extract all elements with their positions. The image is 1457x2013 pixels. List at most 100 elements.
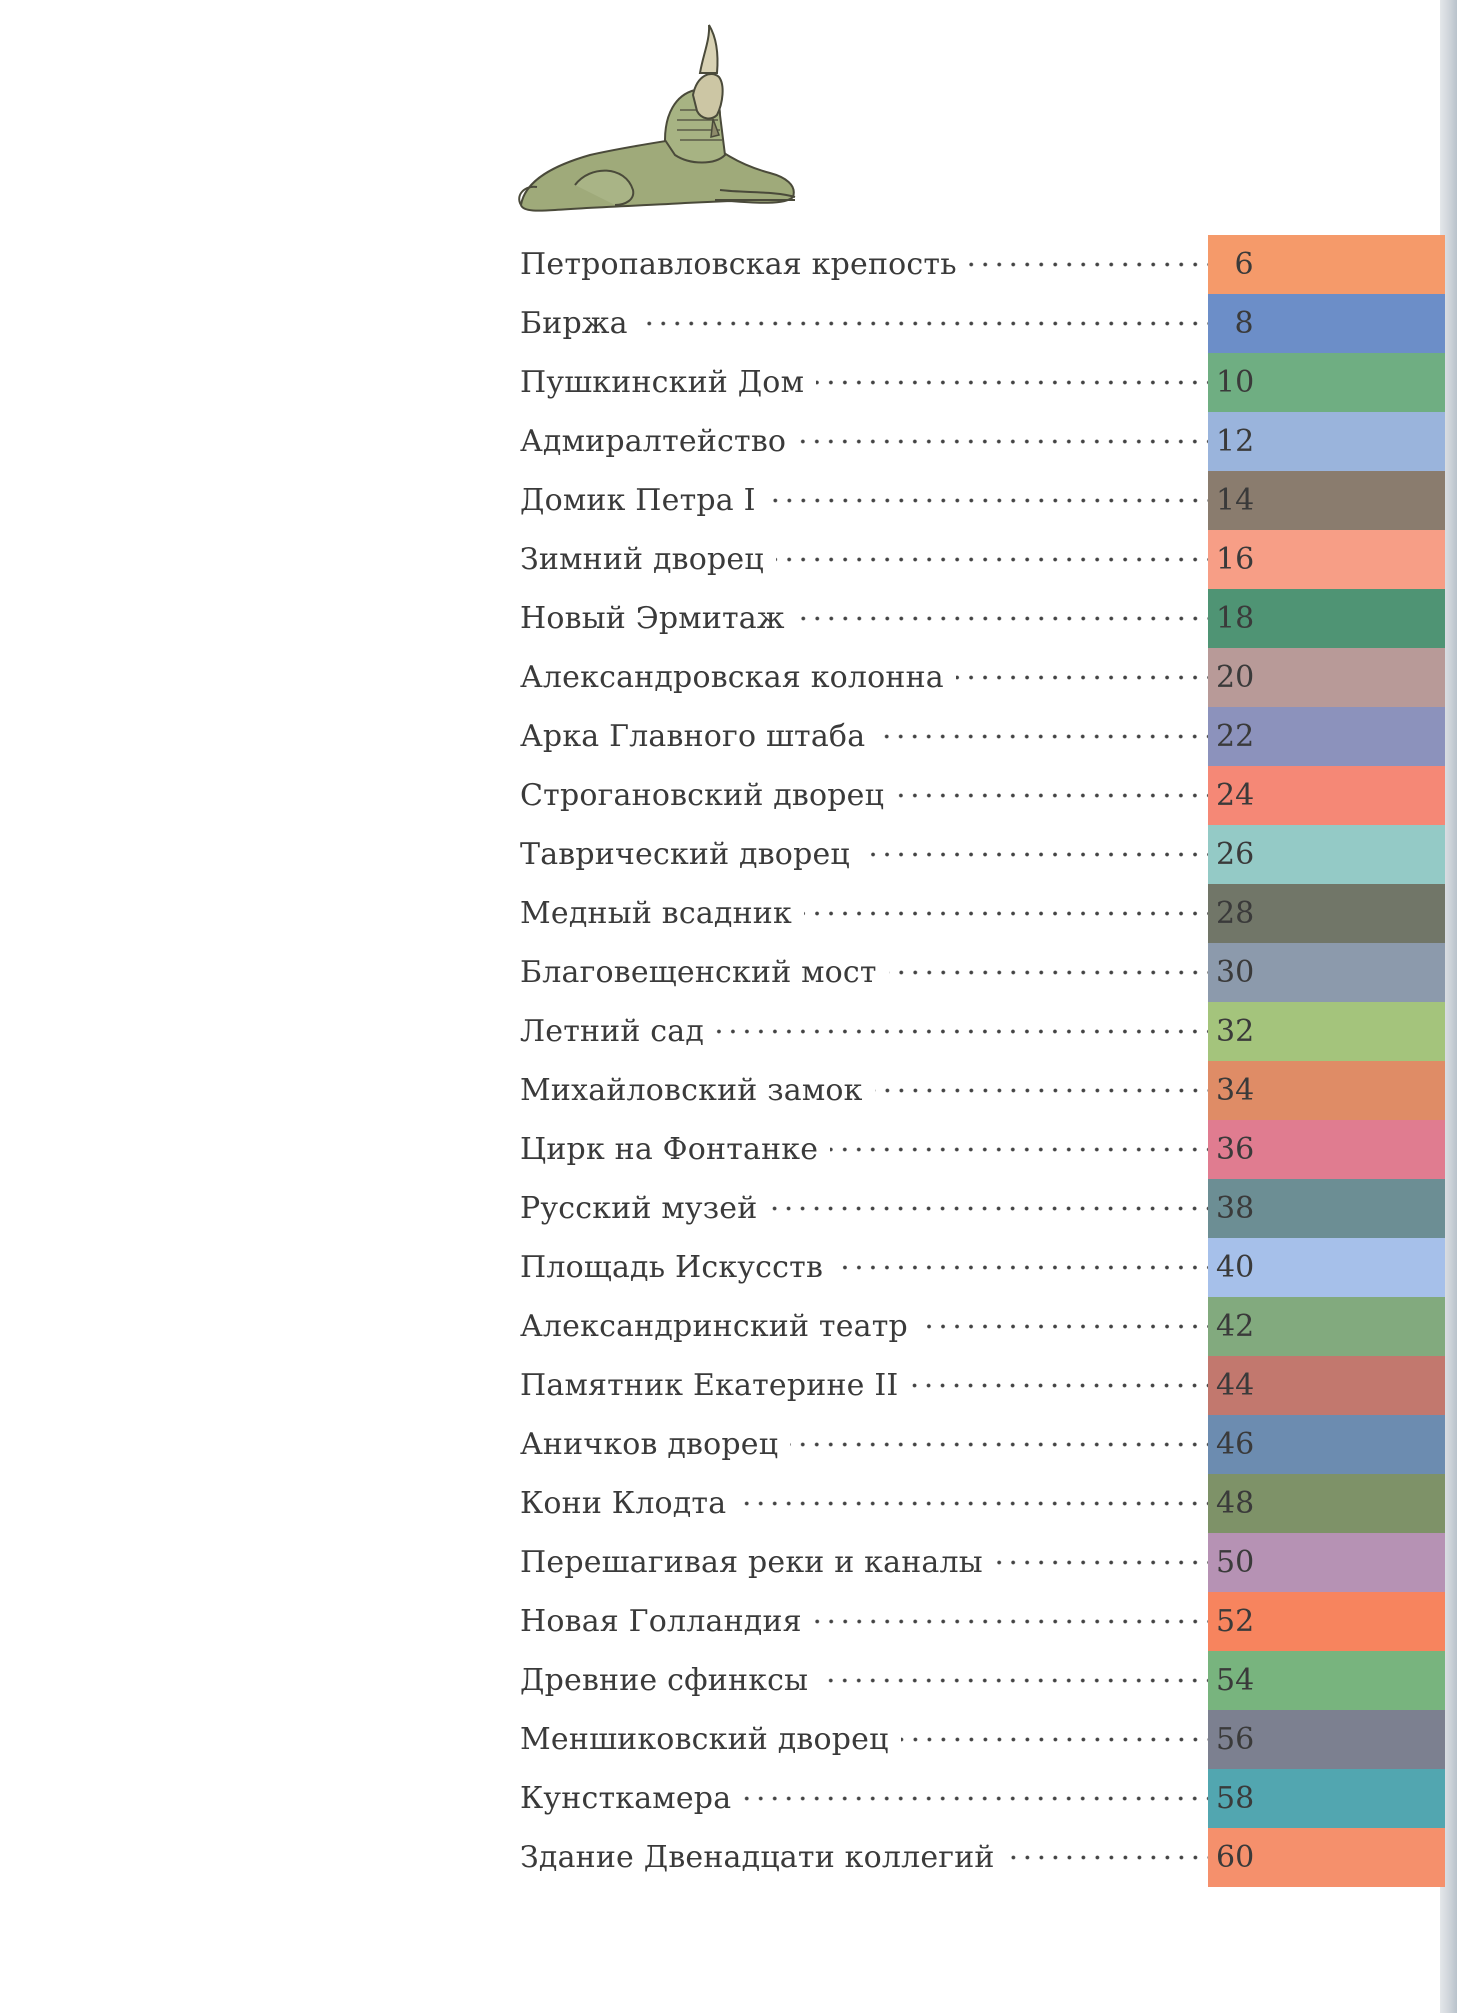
page-number: 20 — [1216, 660, 1255, 695]
page-number: 14 — [1216, 483, 1255, 518]
toc-entry[interactable]: Михайловский замок 34 — [520, 1061, 1445, 1120]
dot-leader — [743, 1769, 1208, 1828]
toc-entry[interactable]: Площадь Искусств 40 — [520, 1238, 1445, 1297]
page-number-tab: 16 — [1208, 530, 1445, 589]
toc-entry-title: Кунсткамера — [520, 1769, 1208, 1828]
toc-entry[interactable]: Пушкинский Дом 10 — [520, 353, 1445, 412]
page-number: 18 — [1216, 601, 1255, 636]
dot-leader — [639, 294, 1208, 353]
toc-entry-label: Петропавловская крепость — [520, 247, 969, 282]
toc-entry-title: Медный всадник — [520, 884, 1208, 943]
toc-entry-label: Михайловский замок — [520, 1073, 875, 1108]
toc-entry[interactable]: Домик Петра I 14 — [520, 471, 1445, 530]
dot-leader — [775, 530, 1208, 589]
page-number-tab: 8 — [1208, 294, 1445, 353]
toc-entry[interactable]: Перешагивая реки и каналы 50 — [520, 1533, 1445, 1592]
dot-leader — [1006, 1828, 1208, 1887]
toc-entry[interactable]: Строгановский дворец 24 — [520, 766, 1445, 825]
toc-entry-label: Летний сад — [520, 1014, 717, 1049]
page-number: 8 — [1234, 306, 1254, 341]
dot-leader — [877, 707, 1208, 766]
page-number-tab: 42 — [1208, 1297, 1445, 1356]
page-number-tab: 52 — [1208, 1592, 1445, 1651]
dot-leader — [835, 1238, 1208, 1297]
page-number-tab: 12 — [1208, 412, 1445, 471]
page-number: 10 — [1216, 365, 1255, 400]
page-number: 34 — [1216, 1073, 1255, 1108]
page-number-tab: 44 — [1208, 1356, 1445, 1415]
toc-entry[interactable]: Аничков дворец 46 — [520, 1415, 1445, 1474]
toc-entry[interactable]: Зимний дворец 16 — [520, 530, 1445, 589]
toc-entry-label: Пушкинский Дом — [520, 365, 817, 400]
toc-entry[interactable]: Новая Голландия 52 — [520, 1592, 1445, 1651]
page-number-tab: 50 — [1208, 1533, 1445, 1592]
toc-entry[interactable]: Биржа 8 — [520, 294, 1445, 353]
dot-leader — [716, 1002, 1208, 1061]
toc-entry-title: Михайловский замок — [520, 1061, 1208, 1120]
page-number-tab: 60 — [1208, 1828, 1445, 1887]
dot-leader — [820, 1651, 1208, 1710]
toc-entry-label: Александринский театр — [520, 1309, 920, 1344]
toc-entry-title: Арка Главного штаба — [520, 707, 1208, 766]
toc-entry-title: Древние сфинксы — [520, 1651, 1208, 1710]
page-number: 28 — [1216, 896, 1255, 931]
toc-entry-title: Благовещенский мост — [520, 943, 1208, 1002]
page-number-tab: 6 — [1208, 235, 1445, 294]
toc-entry[interactable]: Древние сфинксы 54 — [520, 1651, 1445, 1710]
page-number-tab: 40 — [1208, 1238, 1445, 1297]
toc-entry-title: Александровская колонна — [520, 648, 1208, 707]
toc-entry-label: Александровская колонна — [520, 660, 956, 695]
toc-entry[interactable]: Благовещенский мост 30 — [520, 943, 1445, 1002]
toc-entry[interactable]: Кони Клодта 48 — [520, 1474, 1445, 1533]
toc-entry-title: Аничков дворец — [520, 1415, 1208, 1474]
page-number: 6 — [1234, 247, 1254, 282]
toc-entry[interactable]: Памятник Екатерине II 44 — [520, 1356, 1445, 1415]
toc-entry[interactable]: Новый Эрмитаж 18 — [520, 589, 1445, 648]
toc-entry[interactable]: Медный всадник 28 — [520, 884, 1445, 943]
toc-entry-label: Здание Двенадцати коллегий — [520, 1840, 1007, 1875]
toc-entry[interactable]: Таврический дворец 26 — [520, 825, 1445, 884]
dot-leader — [790, 1415, 1208, 1474]
page-number-tab: 10 — [1208, 353, 1445, 412]
toc-entry[interactable]: Русский музей 38 — [520, 1179, 1445, 1238]
toc-entry[interactable]: Александринский театр 42 — [520, 1297, 1445, 1356]
page-number-tab: 24 — [1208, 766, 1445, 825]
page-number: 58 — [1216, 1781, 1255, 1816]
toc-entry[interactable]: Здание Двенадцати коллегий 60 — [520, 1828, 1445, 1887]
page-number: 30 — [1216, 955, 1255, 990]
toc-entry-title: Площадь Искусств — [520, 1238, 1208, 1297]
dot-leader — [738, 1474, 1208, 1533]
page-number: 42 — [1216, 1309, 1255, 1344]
page-number: 54 — [1216, 1663, 1255, 1698]
page-number-tab: 30 — [1208, 943, 1445, 1002]
page-number-tab: 48 — [1208, 1474, 1445, 1533]
toc-entry-title: Строгановский дворец — [520, 766, 1208, 825]
toc-entry[interactable]: Цирк на Фонтанке 36 — [520, 1120, 1445, 1179]
toc-entry[interactable]: Александровская колонна 20 — [520, 648, 1445, 707]
toc-entry-title: Пушкинский Дом — [520, 353, 1208, 412]
toc-entry[interactable]: Меншиковский дворец 56 — [520, 1710, 1445, 1769]
toc-entry[interactable]: Кунсткамера 58 — [520, 1769, 1445, 1828]
toc-entry-label: Кунсткамера — [520, 1781, 744, 1816]
dot-leader — [919, 1297, 1208, 1356]
page-number: 36 — [1216, 1132, 1255, 1167]
dot-leader — [767, 471, 1208, 530]
toc-entry-label: Новая Голландия — [520, 1604, 814, 1639]
toc-entry[interactable]: Арка Главного штаба 22 — [520, 707, 1445, 766]
toc-entry-label: Медный всадник — [520, 896, 804, 931]
toc-entry[interactable]: Адмиралтейство 12 — [520, 412, 1445, 471]
page-number: 56 — [1216, 1722, 1255, 1757]
toc-entry-label: Адмиралтейство — [520, 424, 799, 459]
page-number-tab: 22 — [1208, 707, 1445, 766]
toc-entry-label: Строгановский дворец — [520, 778, 897, 813]
toc-entry-title: Русский музей — [520, 1179, 1208, 1238]
toc-entry-label: Русский музей — [520, 1191, 770, 1226]
dot-leader — [816, 353, 1208, 412]
toc-entry-title: Биржа — [520, 294, 1208, 353]
toc-entry[interactable]: Петропавловская крепость 6 — [520, 235, 1445, 294]
toc-entry-title: Перешагивая реки и каналы — [520, 1533, 1208, 1592]
toc-entry[interactable]: Летний сад 32 — [520, 1002, 1445, 1061]
toc-entry-title: Цирк на Фонтанке — [520, 1120, 1208, 1179]
page-number: 12 — [1216, 424, 1255, 459]
page-number: 38 — [1216, 1191, 1255, 1226]
